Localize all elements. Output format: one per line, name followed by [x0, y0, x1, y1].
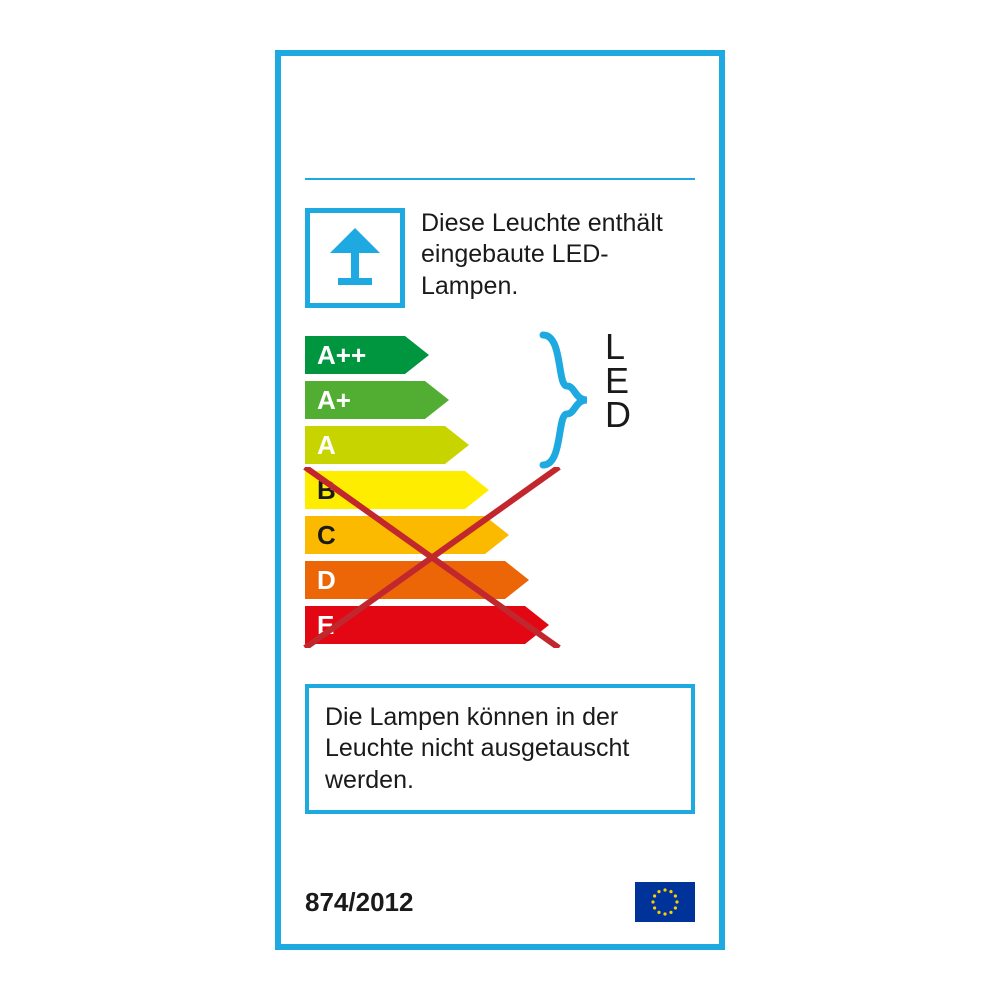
- regulation-number: 874/2012: [305, 887, 413, 918]
- led-vertical-label: LED: [605, 330, 633, 433]
- eu-flag-icon: [635, 882, 695, 922]
- svg-text:A+: A+: [317, 385, 351, 415]
- svg-text:A: A: [317, 430, 336, 460]
- cross-out: [300, 467, 564, 648]
- led-brace: [535, 331, 615, 469]
- info-row: Diese Leuchte enthält eingebaute LED-Lam…: [305, 208, 695, 308]
- energy-label: Diese Leuchte enthält eingebaute LED-Lam…: [275, 50, 725, 950]
- lamp-icon: [320, 223, 390, 293]
- footer-row: 874/2012: [305, 882, 695, 922]
- info-text: Diese Leuchte enthält eingebaute LED-Lam…: [421, 208, 695, 302]
- bottom-info-text: Die Lampen können in der Leuchte nicht a…: [325, 703, 629, 794]
- svg-text:A++: A++: [317, 340, 366, 370]
- header-divider: [305, 178, 695, 180]
- energy-chart: A++A+ABCDE LED: [305, 336, 695, 656]
- lamp-icon-box: [305, 208, 405, 308]
- bottom-info-box: Die Lampen können in der Leuchte nicht a…: [305, 684, 695, 814]
